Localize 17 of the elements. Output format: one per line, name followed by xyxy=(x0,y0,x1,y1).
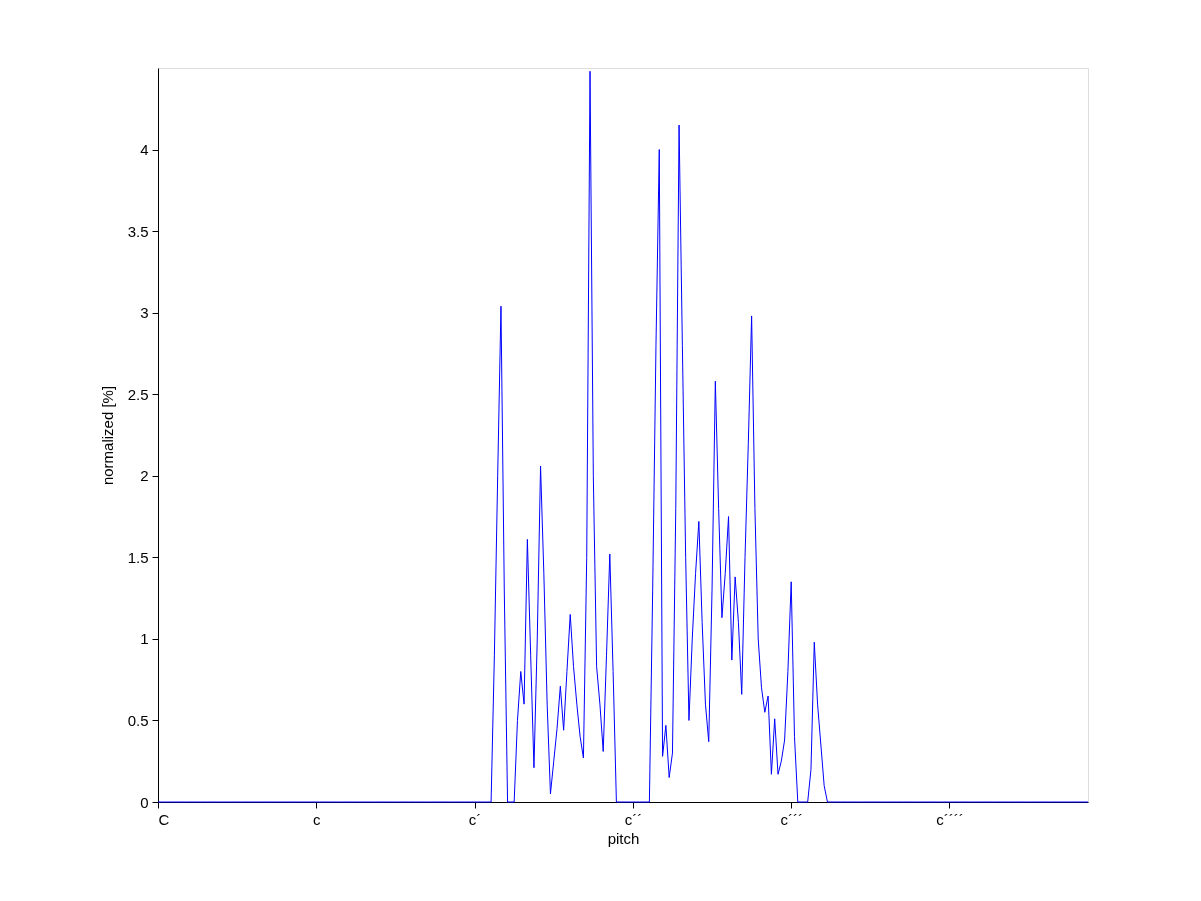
x-axis-title: pitch xyxy=(607,829,640,847)
x-tick-label: C xyxy=(158,810,170,828)
x-tick-label: c´´´ xyxy=(780,810,803,828)
y-tick-label: 2 xyxy=(140,467,149,485)
y-axis-title: normalized [%] xyxy=(98,385,116,486)
y-tick-label: 0 xyxy=(140,793,149,811)
x-tick-label: c´´ xyxy=(624,810,643,828)
x-tick-label: c´ xyxy=(468,810,482,828)
y-tick-label: 4 xyxy=(140,141,149,159)
y-tick-label: 3.5 xyxy=(127,222,149,240)
y-tick-label: 1.5 xyxy=(127,548,149,566)
y-tick-label: 2.5 xyxy=(127,385,149,403)
x-tick-label: c´´´´ xyxy=(936,810,964,828)
y-tick-label: 0.5 xyxy=(127,711,149,729)
x-tick-label: c xyxy=(313,810,322,828)
y-tick-label: 1 xyxy=(140,630,149,648)
y-tick-label: 3 xyxy=(140,304,149,322)
